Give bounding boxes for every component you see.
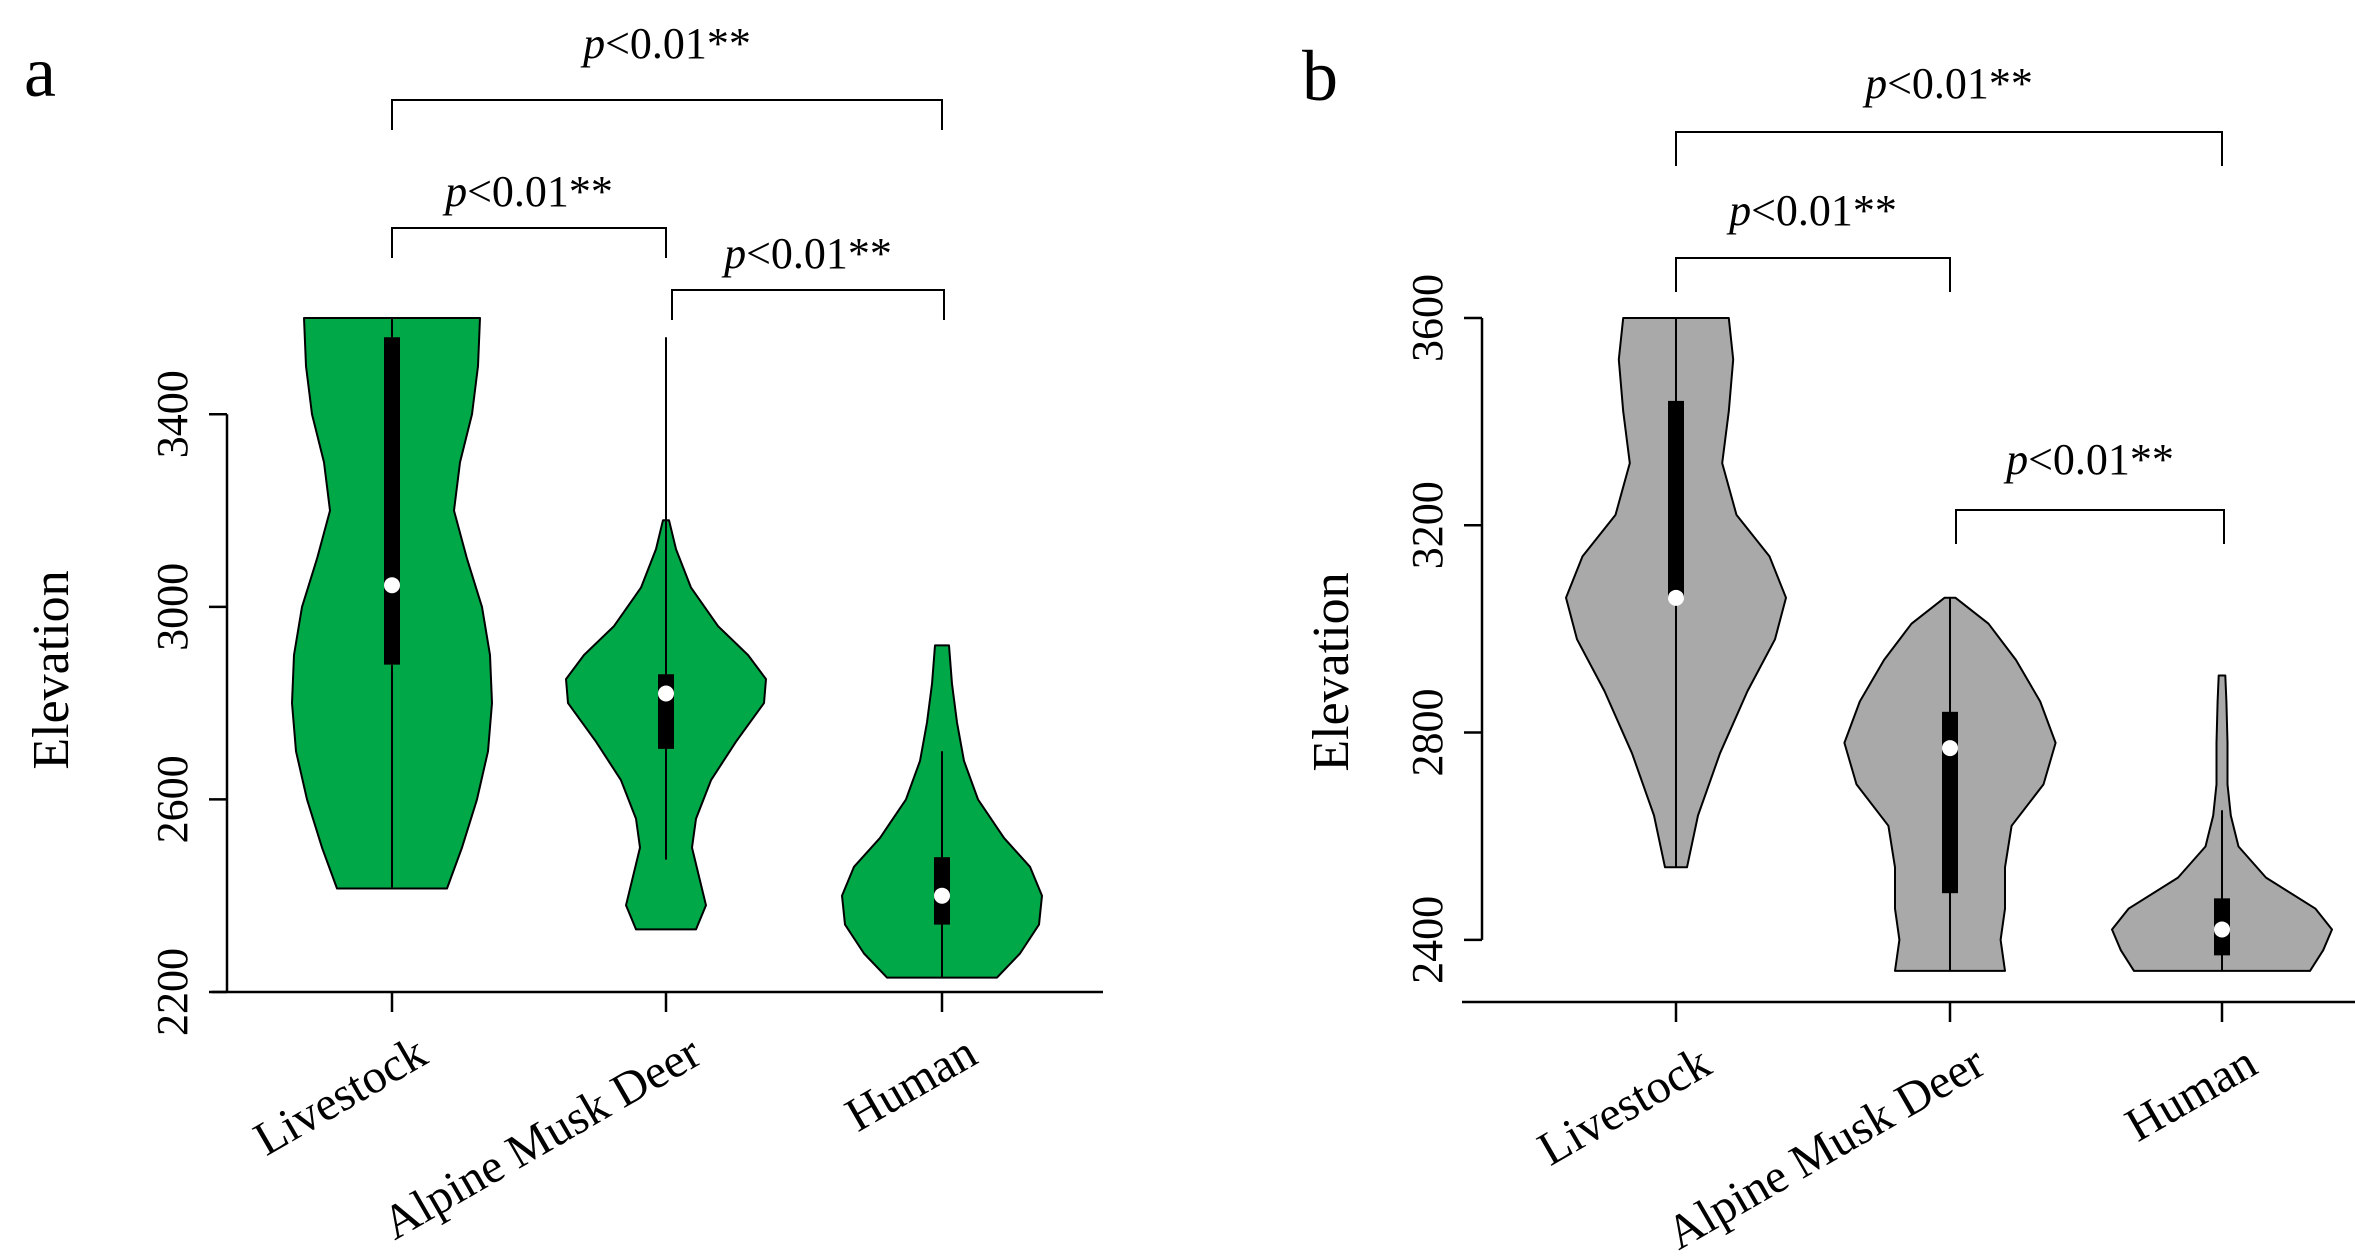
panel-b-median-point-human <box>2214 921 2230 938</box>
panel-b-sig-livestock-vs-alpine-musk-deer-label: p<0.01** <box>1726 186 1897 235</box>
panel-a-median-point-human <box>934 887 950 904</box>
panel-b-y-axis: 2400 2800 3200 3600 <box>1403 274 1484 984</box>
panel-a-y-axis-label: Elevation <box>23 570 80 769</box>
panel-b-sig-alpine-musk-deer-vs-human-bracket <box>1955 509 2225 544</box>
panel-b-significance: p<0.01** p<0.01** p<0.01** <box>1675 59 2225 544</box>
panel-b-violins <box>1565 317 2333 972</box>
panel-b-median-point-livestock <box>1668 589 1684 606</box>
panel-a: a Elevation 2200 2600 3000 3400 LivestockAl… <box>23 19 1103 1250</box>
panel-b-sig-livestock-vs-human-bracket <box>1675 131 2223 166</box>
panel-b-sig-livestock-vs-alpine-musk-deer-bracket <box>1675 257 1951 292</box>
panel-a-iqr-box-alpine-musk-deer <box>658 674 674 749</box>
panel-a-significance: p<0.01** p<0.01** p<0.01** <box>391 19 945 320</box>
panel-b-median-point-alpine-musk-deer <box>1942 740 1958 757</box>
panel-a-sig-livestock-vs-human-bracket <box>391 99 943 130</box>
panel-a-sig-alpine-musk-deer-vs-human-bracket <box>671 289 945 320</box>
panel-b-sig-alpine-musk-deer-vs-human-label: p<0.01** <box>2003 435 2174 484</box>
panel-b-y-tick-label: 2400 <box>1403 896 1452 984</box>
panel-a-sig-livestock-vs-alpine-musk-deer-label: p<0.01** <box>442 167 613 216</box>
panel-b-iqr-box-livestock <box>1668 400 1684 598</box>
panel-a-y-tick-label: 2600 <box>148 755 197 843</box>
panel-a-sig-livestock-vs-alpine-musk-deer-bracket <box>391 227 667 258</box>
panel-b-y-axis-label: Elevation <box>1303 572 1360 771</box>
panel-b-y-tick-label: 3200 <box>1403 481 1452 569</box>
panel-a-median-point-livestock <box>384 577 400 594</box>
panel-a-y-axis: 2200 2600 3000 3400 <box>148 370 229 1036</box>
panel-a-sig-livestock-vs-human-label: p<0.01** <box>580 19 751 68</box>
panel-a-label: a <box>24 32 56 112</box>
panel-b-label: b <box>1302 36 1338 116</box>
panel-b-x-tick-label-livestock: Livestock <box>1529 1036 1719 1177</box>
panel-a-y-tick-label: 3000 <box>148 563 197 651</box>
panel-b-sig-livestock-vs-human-label: p<0.01** <box>1862 59 2033 108</box>
panel-a-x-tick-label-livestock: Livestock <box>245 1026 435 1167</box>
panel-a-y-tick-label: 2200 <box>148 948 197 1036</box>
panel-b-x-tick-label-human: Human <box>2117 1036 2266 1153</box>
panel-b: b Elevation 2400 2800 3200 3600 LivestockAl… <box>1302 36 2355 1258</box>
panel-b-iqr-box-alpine-musk-deer <box>1942 711 1958 894</box>
panel-a-violins <box>291 317 1043 979</box>
panel-a-iqr-box-livestock <box>384 337 400 665</box>
panel-b-y-tick-label: 2800 <box>1403 689 1452 777</box>
panel-a-y-tick-label: 3400 <box>148 370 197 458</box>
panel-a-sig-alpine-musk-deer-vs-human-label: p<0.01** <box>721 229 892 278</box>
panel-a-x-tick-label-human: Human <box>837 1026 986 1143</box>
panel-b-y-tick-label: 3600 <box>1403 274 1452 362</box>
panel-a-median-point-alpine-musk-deer <box>658 685 674 702</box>
